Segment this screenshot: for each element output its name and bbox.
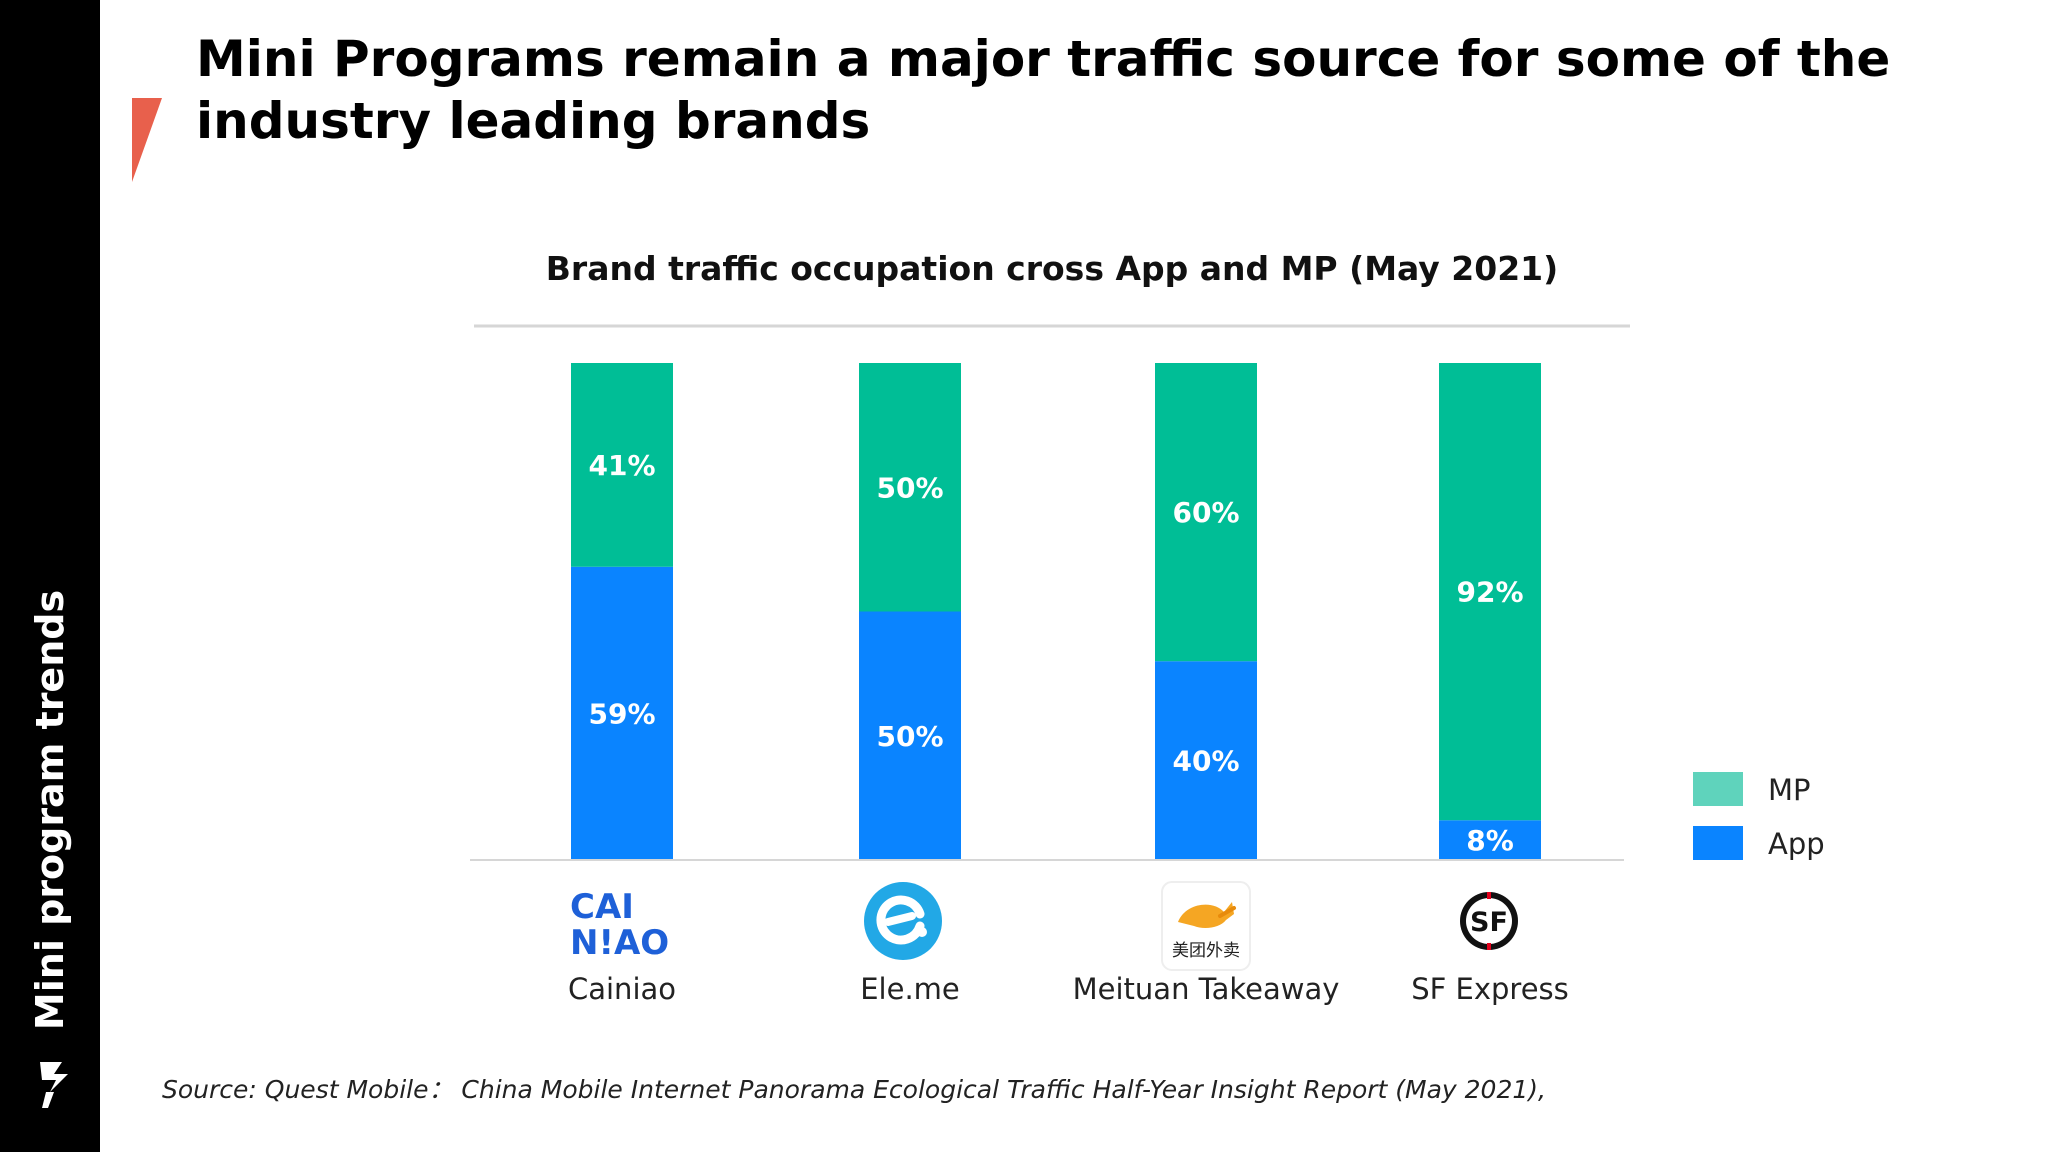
bar-app-1	[859, 611, 961, 860]
sidebar: Mini program trends	[0, 0, 100, 1152]
data-label-app-2: 40%	[1172, 745, 1239, 778]
cainiao-logo-bottom: N!AO	[570, 923, 669, 960]
chart-title: Brand traffic occupation cross App and M…	[546, 249, 1558, 288]
category-label-0: Cainiao	[568, 972, 676, 1006]
data-label-mp-1: 50%	[876, 471, 943, 504]
meituan-kangaroo-logo-icon: 美团外卖	[1161, 881, 1251, 971]
category-label-3: SF Express	[1411, 972, 1569, 1006]
cainiao-logo-icon: CAI N!AO	[570, 888, 669, 960]
accent-flag-icon	[132, 98, 162, 182]
data-label-mp-0: 41%	[588, 449, 655, 482]
sf-logo-text: SF	[1470, 907, 1508, 938]
meituan-logo-text: 美团外卖	[1172, 941, 1240, 961]
bar-app-2	[1155, 661, 1257, 860]
category-label-1: Ele.me	[860, 972, 960, 1006]
legend-label-mp: MP	[1768, 773, 1811, 807]
bar-mp-0	[571, 363, 673, 567]
data-label-mp-3: 92%	[1456, 576, 1523, 609]
brand-mark-icon	[40, 1062, 68, 1108]
bar-mp-3	[1439, 363, 1541, 821]
sf-express-logo-icon: SF	[1460, 892, 1518, 950]
page-title: Mini Programs remain a major traffic sou…	[196, 30, 1891, 150]
cainiao-logo-top: CAI	[570, 888, 634, 927]
source-note: Source: Quest Mobile： China Mobile Inter…	[162, 1075, 1546, 1104]
data-label-mp-2: 60%	[1172, 496, 1239, 529]
bar-mp-2	[1155, 363, 1257, 662]
data-label-app-1: 50%	[876, 720, 943, 753]
eleme-logo-icon	[864, 882, 942, 960]
data-label-app-0: 59%	[588, 697, 655, 730]
legend-swatch-app	[1693, 826, 1743, 860]
bar-mp-1	[859, 363, 961, 612]
legend-swatch-mp	[1693, 772, 1743, 806]
bar-app-0	[571, 566, 673, 860]
category-label-2: Meituan Takeaway	[1073, 972, 1340, 1006]
data-label-app-3: 8%	[1466, 824, 1514, 857]
bar-app-3	[1439, 820, 1541, 860]
legend-label-app: App	[1768, 827, 1825, 861]
